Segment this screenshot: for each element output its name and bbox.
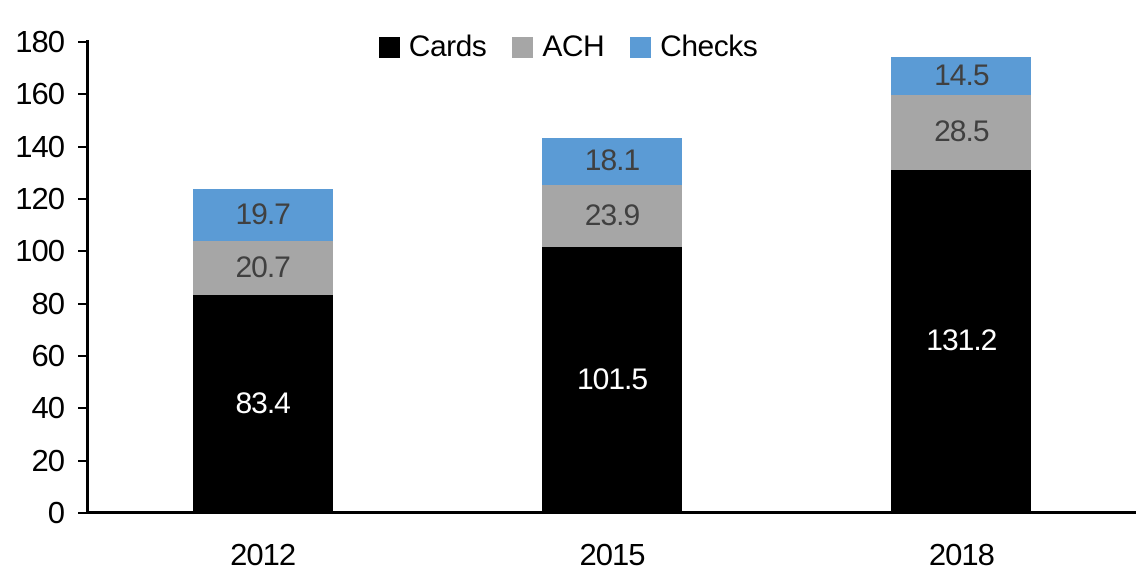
y-tick-mark-120	[78, 198, 88, 200]
segment-ach-2015: 23.9	[542, 184, 682, 248]
value-label-ach-2015: 23.9	[584, 199, 640, 233]
y-tick-mark-60	[78, 355, 88, 357]
y-tick-label-180: 180	[15, 24, 65, 59]
y-tick-label-140: 140	[15, 128, 65, 164]
y-tick-mark-100	[78, 250, 88, 253]
legend-item-checks: Checks	[630, 30, 758, 64]
segment-checks-2012: 19.7	[192, 189, 333, 241]
value-label-ach-2018: 28.5	[934, 115, 989, 149]
chart-legend: Cards ACH Checks	[0, 30, 1136, 64]
segment-cards-2015: 101.5	[542, 247, 682, 513]
segment-cards-2018: 131.2	[891, 169, 1032, 513]
value-label-cards-2012: 83.4	[235, 386, 290, 420]
y-tick-label-20: 20	[31, 442, 65, 478]
legend-swatch-cards	[378, 36, 400, 58]
y-tick-label-120: 120	[15, 181, 65, 216]
legend-item-ach: ACH	[512, 30, 605, 64]
y-tick-mark-160	[78, 93, 88, 96]
y-tick-label-60: 60	[31, 338, 65, 373]
y-tick-mark-40	[78, 407, 88, 410]
y-tick-label-160: 160	[15, 76, 65, 112]
bar-2018: 131.2 28.5 14.5	[891, 57, 1032, 513]
segment-cards-2012: 83.4	[192, 294, 333, 513]
y-tick-label-40: 40	[31, 390, 65, 426]
segment-ach-2018: 28.5	[891, 95, 1032, 170]
value-label-cards-2018: 131.2	[926, 324, 997, 358]
segment-checks-2015: 18.1	[542, 137, 682, 185]
legend-label-cards: Cards	[408, 30, 487, 63]
x-tick-label-2018: 2018	[928, 537, 995, 572]
y-tick-label-100: 100	[15, 233, 65, 269]
value-label-checks-2015: 18.1	[584, 144, 640, 178]
value-label-checks-2012: 19.7	[235, 197, 290, 231]
bar-2012: 83.4 20.7 19.7	[192, 189, 333, 513]
segment-checks-2018: 14.5	[891, 57, 1032, 96]
x-tick-label-2015: 2015	[579, 537, 646, 572]
legend-swatch-ach	[512, 36, 534, 58]
legend-label-ach: ACH	[542, 30, 605, 63]
x-tick-label-2012: 2012	[230, 537, 296, 572]
y-tick-label-80: 80	[31, 285, 65, 321]
y-tick-mark-20	[78, 459, 88, 462]
y-axis-line	[86, 40, 89, 514]
value-label-ach-2012: 20.7	[235, 250, 290, 284]
legend-swatch-checks	[630, 36, 652, 58]
value-label-checks-2018: 14.5	[934, 59, 989, 93]
segment-ach-2012: 20.7	[192, 240, 333, 295]
legend-label-checks: Checks	[660, 30, 758, 63]
bar-2015: 101.5 23.9 18.1	[542, 137, 682, 513]
y-tick-mark-180	[78, 41, 88, 43]
y-tick-mark-80	[78, 302, 88, 305]
y-tick-mark-0	[78, 512, 88, 514]
y-tick-label-0: 0	[47, 495, 65, 530]
y-tick-mark-140	[78, 145, 88, 148]
value-label-cards-2015: 101.5	[576, 363, 648, 397]
legend-item-cards: Cards	[378, 30, 487, 64]
